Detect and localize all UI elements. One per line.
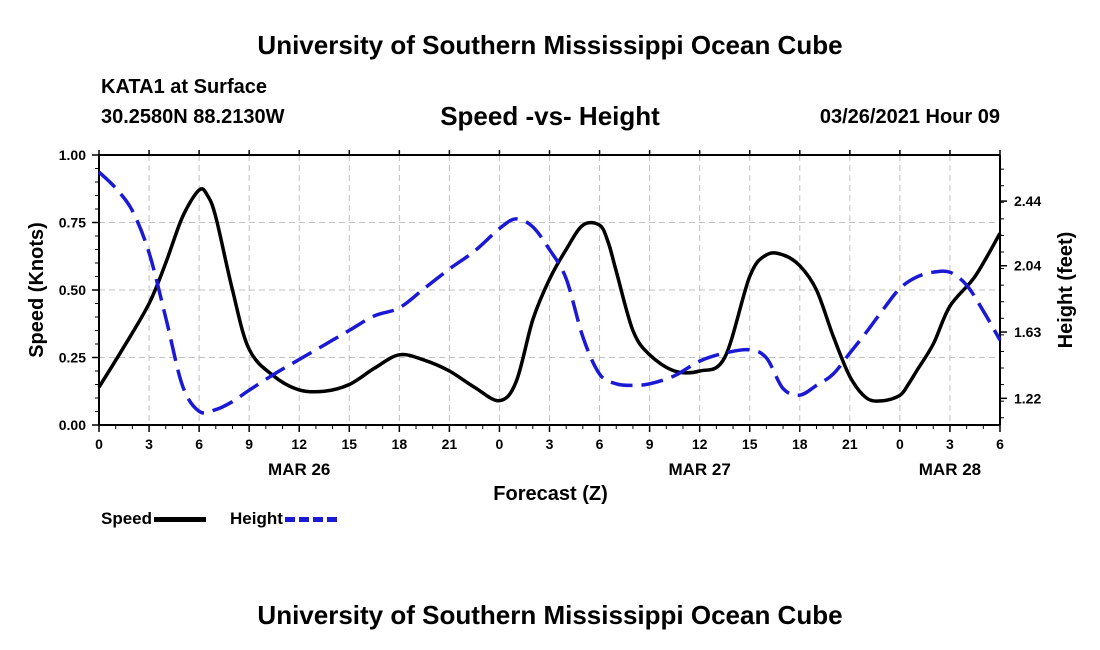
x-axis-title: Forecast (Z): [493, 483, 607, 505]
y-tick-label: 0.00: [59, 417, 86, 433]
y2-tick-label: 1.63: [1014, 324, 1041, 340]
y-tick-label: 0.75: [59, 215, 86, 231]
x-tick-label: 15: [742, 436, 758, 452]
x-tick-label: 12: [291, 436, 307, 452]
legend-height-label: Height: [230, 509, 283, 528]
x-tick-label: 0: [896, 436, 904, 452]
y2-axis-title: Height (feet): [1055, 232, 1077, 349]
legend-speed-label: Speed: [101, 509, 153, 528]
chart-title: Speed -vs- Height: [440, 101, 660, 131]
y2-tick-label: 1.22: [1014, 390, 1041, 406]
date-label: MAR 26: [268, 460, 330, 479]
date-label: MAR 27: [668, 460, 730, 479]
x-tick-label: 0: [496, 436, 504, 452]
series-line-speed: [97, 187, 1002, 403]
legend-speed-swatch: [154, 516, 207, 522]
y-axis-title: Speed (Knots): [26, 222, 48, 358]
y-tick-label: 0.25: [59, 350, 86, 366]
date-label: MAR 28: [919, 460, 981, 479]
x-tick-label: 9: [646, 436, 654, 452]
x-tick-label: 15: [341, 436, 357, 452]
x-tick-label: 6: [996, 436, 1004, 452]
x-tick-label: 3: [145, 436, 153, 452]
forecast-datetime: 03/26/2021 Hour 09: [819, 106, 1000, 128]
x-tick-label: 21: [842, 436, 858, 452]
page-title: University of Southern Mississippi Ocean…: [257, 30, 843, 60]
x-tick-label: 21: [442, 436, 458, 452]
x-tick-label: 6: [596, 436, 604, 452]
legend-speed: Speed: [101, 509, 207, 529]
legend-height: Height: [230, 509, 337, 529]
y-tick-label: 1.00: [59, 147, 86, 163]
x-tick-label: 12: [692, 436, 708, 452]
legend-height-swatch: [284, 516, 337, 522]
series-line-height: [97, 170, 1002, 415]
y2-tick-label: 2.04: [1014, 258, 1041, 274]
x-tick-label: 6: [195, 436, 203, 452]
y2-tick-label: 2.44: [1014, 193, 1041, 209]
station-coordinates: 30.2580N 88.2130W: [101, 106, 285, 128]
x-tick-label: 3: [546, 436, 554, 452]
x-tick-label: 9: [245, 436, 253, 452]
x-tick-label: 18: [792, 436, 808, 452]
x-tick-label: 18: [392, 436, 408, 452]
page-footer: University of Southern Mississippi Ocean…: [257, 600, 843, 630]
y-tick-label: 0.50: [59, 282, 86, 298]
x-tick-label: 0: [95, 436, 103, 452]
x-tick-label: 3: [946, 436, 954, 452]
station-name: KATA1 at Surface: [101, 76, 267, 98]
